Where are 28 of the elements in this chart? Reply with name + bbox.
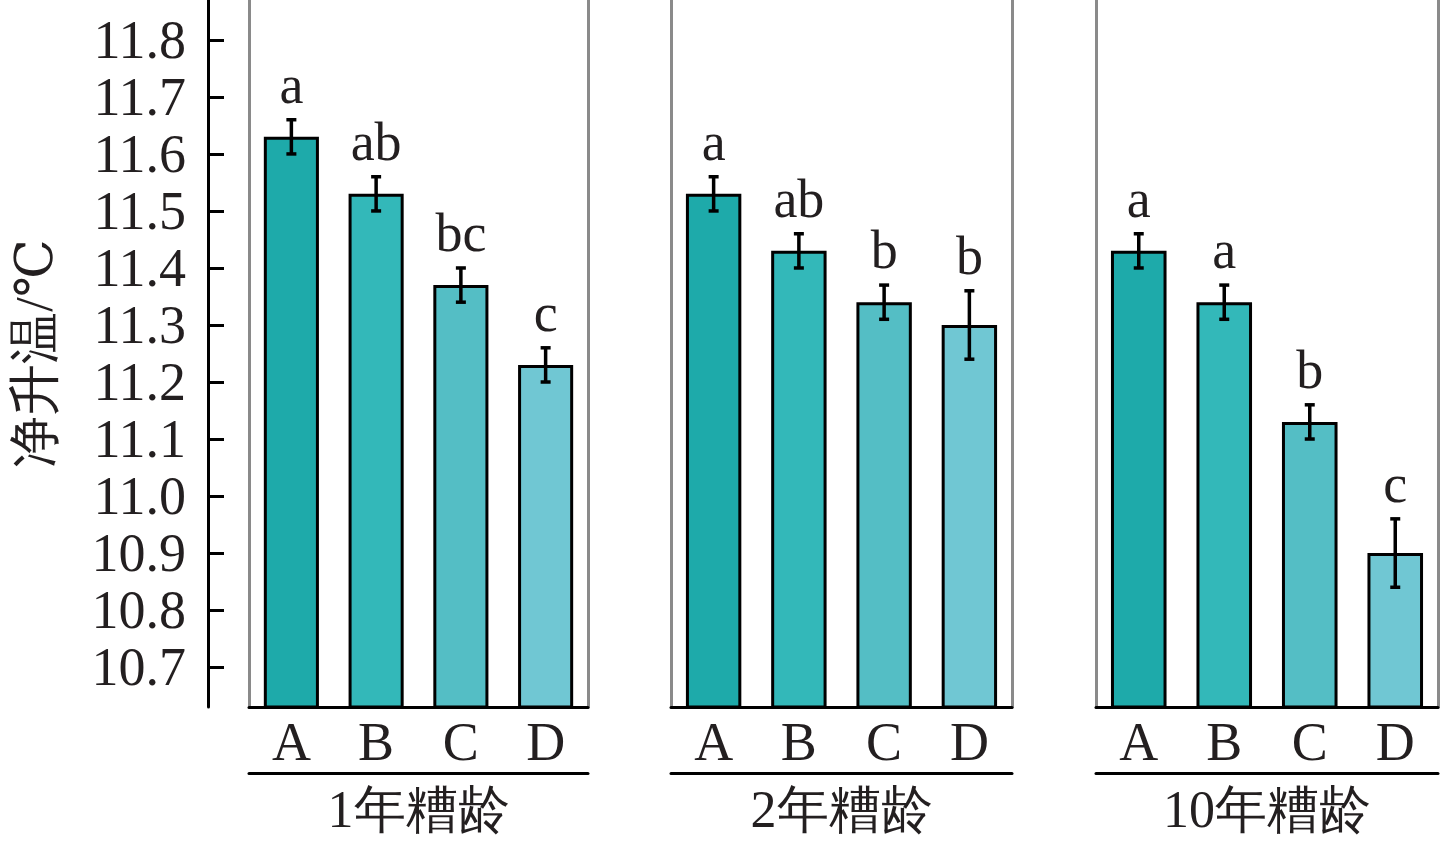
annotation: ab xyxy=(773,168,825,229)
x-tick-label: B xyxy=(780,712,817,772)
annotation: a xyxy=(1212,220,1237,281)
annotation: b xyxy=(870,220,898,281)
x-tick-label: D xyxy=(526,712,566,772)
x-tick-label: A xyxy=(694,712,734,772)
x-tick-label: B xyxy=(358,712,395,772)
annotation: bc xyxy=(435,202,487,263)
annotation: a xyxy=(279,54,304,115)
annotation: b xyxy=(955,225,983,286)
x-tick-label: B xyxy=(1206,712,1243,772)
annotation: b xyxy=(1296,339,1324,400)
annotation: c xyxy=(533,282,558,343)
annotation: a xyxy=(1126,168,1151,229)
y-axis-title: 净升温/℃ xyxy=(5,239,63,468)
x-tick-label: C xyxy=(866,712,903,772)
x-tick-label: C xyxy=(442,712,479,772)
x-axis-title: 1年糟龄 xyxy=(327,780,510,838)
x-axis-title: 10年糟龄 xyxy=(1163,780,1371,838)
x-tick-label: D xyxy=(949,712,989,772)
annotation: a xyxy=(701,111,726,172)
x-tick-label: D xyxy=(1375,712,1415,772)
x-axis-title: 2年糟龄 xyxy=(750,780,933,838)
annotation: ab xyxy=(350,111,402,172)
x-tick-label: A xyxy=(271,712,311,772)
x-tick-label: C xyxy=(1291,712,1328,772)
annotation: c xyxy=(1383,453,1408,514)
x-tick-label: A xyxy=(1119,712,1159,772)
